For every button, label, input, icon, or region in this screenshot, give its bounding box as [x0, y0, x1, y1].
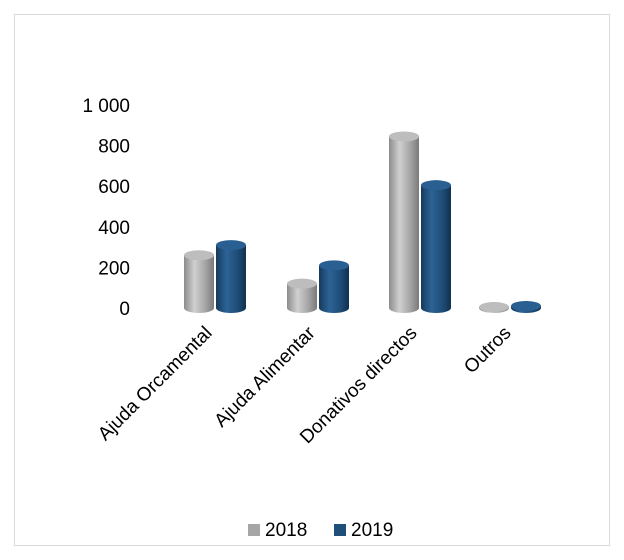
legend-label-2019: 2019: [351, 520, 393, 541]
category-label: Ajuda Alimentar: [211, 322, 320, 431]
y-tick-label: 800: [98, 137, 130, 158]
legend-swatch-2018: [248, 524, 260, 536]
y-tick-label: 600: [98, 177, 130, 198]
bar-2019-0: [216, 240, 246, 313]
category-label: Outros: [460, 323, 515, 378]
category-label: Ajuda Orcamental: [94, 323, 216, 445]
bar-2019-3: [511, 300, 541, 313]
bar-2019-2: [421, 180, 451, 313]
y-tick-label: 200: [98, 258, 130, 279]
bar-2018-1: [287, 278, 317, 313]
bar-2019-1: [319, 260, 349, 313]
legend-label-2018: 2018: [265, 520, 307, 541]
bar-2018-3: [479, 301, 509, 313]
legend-swatch-2019: [334, 524, 346, 536]
bar-2018-2: [389, 131, 419, 313]
y-tick-label: 0: [119, 299, 130, 320]
bar-2018-0: [184, 250, 214, 313]
y-tick-label: 400: [98, 218, 130, 239]
y-tick-label: 1 000: [82, 96, 130, 117]
